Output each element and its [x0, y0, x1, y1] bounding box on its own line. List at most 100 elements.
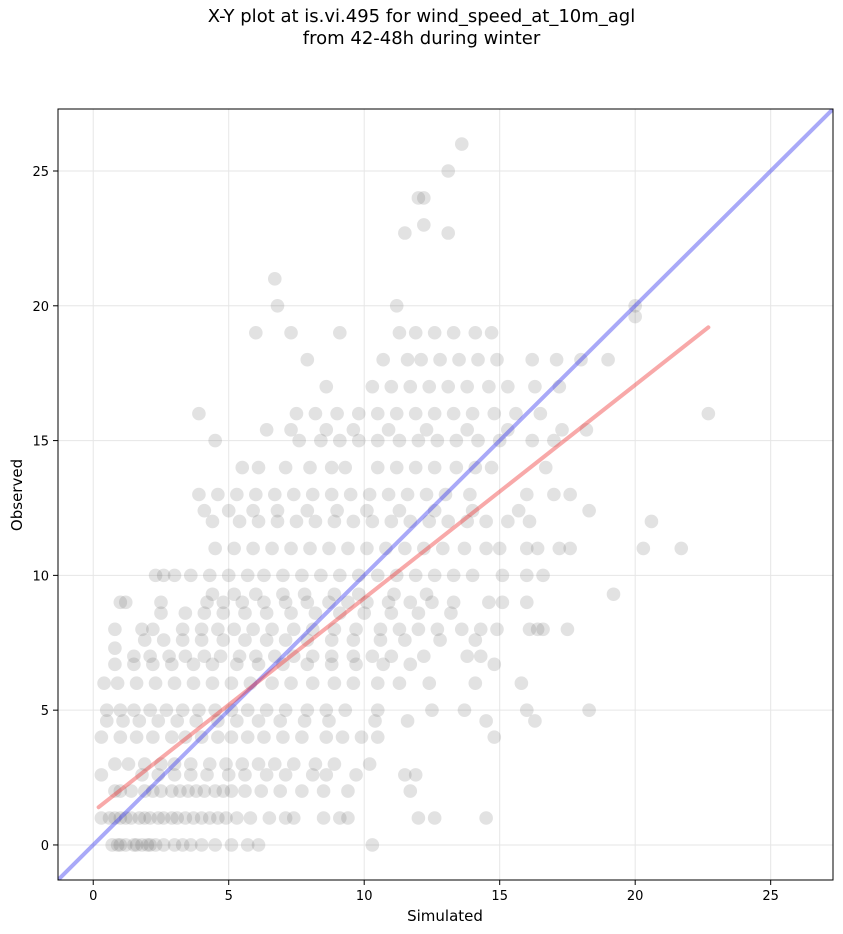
data-point	[259, 768, 274, 782]
data-point	[433, 633, 447, 647]
data-point	[170, 811, 185, 825]
data-point	[186, 676, 201, 691]
data-point	[357, 606, 372, 620]
data-point	[574, 352, 588, 367]
data-point	[449, 433, 464, 448]
data-point	[522, 514, 537, 529]
data-point	[370, 568, 385, 583]
data-point	[227, 587, 241, 602]
data-point	[127, 657, 141, 672]
data-point	[341, 595, 355, 610]
data-point	[422, 676, 437, 691]
regression-line	[96, 325, 711, 810]
data-point	[154, 757, 168, 771]
data-point	[365, 649, 380, 664]
data-point	[411, 606, 426, 620]
data-point	[151, 768, 166, 782]
x-tick-label: 25	[762, 889, 779, 904]
data-point	[471, 433, 485, 448]
data-point	[192, 406, 206, 421]
data-point	[411, 191, 426, 205]
data-point	[113, 730, 128, 744]
data-point	[113, 595, 128, 610]
data-point	[417, 541, 431, 556]
data-point	[273, 784, 288, 798]
data-point	[460, 514, 474, 529]
data-point	[278, 633, 293, 647]
data-point	[373, 633, 388, 647]
data-point	[379, 541, 393, 556]
data-point	[300, 352, 315, 367]
data-point	[446, 325, 461, 340]
data-point	[384, 649, 399, 664]
data-point	[414, 352, 428, 367]
data-point	[601, 352, 615, 367]
y-tick-label: 5	[41, 704, 49, 719]
data-point	[300, 503, 315, 518]
data-point	[235, 757, 250, 771]
data-point	[446, 568, 461, 583]
data-point	[284, 676, 298, 691]
data-point	[460, 649, 474, 664]
data-point	[305, 622, 320, 637]
data-point	[349, 622, 363, 637]
data-point	[251, 514, 266, 529]
data-point	[457, 703, 472, 717]
data-point	[94, 768, 109, 782]
data-point	[501, 379, 515, 394]
data-point	[270, 514, 285, 529]
data-point	[167, 768, 182, 782]
data-point	[341, 541, 355, 556]
data-point	[259, 703, 274, 717]
data-point	[303, 460, 317, 475]
data-point	[99, 714, 114, 728]
data-point	[183, 757, 198, 771]
data-point	[137, 757, 152, 771]
data-point	[333, 325, 347, 340]
data-point	[449, 460, 464, 475]
data-point	[240, 568, 255, 583]
data-point	[314, 433, 328, 448]
data-point	[137, 784, 152, 798]
data-point	[135, 838, 149, 852]
data-point	[549, 352, 564, 367]
data-point	[427, 460, 442, 475]
data-point	[113, 784, 128, 798]
data-point	[267, 757, 282, 771]
data-point	[205, 514, 220, 529]
data-point	[243, 811, 258, 825]
data-point	[495, 568, 510, 583]
identity-line	[58, 109, 833, 880]
data-point	[330, 503, 344, 518]
data-point	[257, 730, 271, 744]
data-point	[108, 757, 122, 771]
x-tick-label: 20	[627, 889, 644, 904]
data-point	[257, 568, 271, 583]
data-point	[202, 568, 217, 583]
data-point	[297, 714, 312, 728]
data-point	[398, 541, 412, 556]
data-point	[284, 423, 298, 437]
x-tick-label: 10	[356, 889, 373, 904]
data-point	[249, 587, 263, 602]
y-tick-label: 25	[32, 165, 49, 180]
data-point	[322, 714, 336, 728]
data-point	[327, 622, 342, 637]
data-point	[240, 703, 255, 717]
data-point	[284, 541, 298, 556]
scatter-points	[94, 137, 716, 852]
data-point	[156, 568, 171, 583]
data-point	[113, 703, 128, 717]
data-point	[427, 325, 442, 340]
data-point	[143, 649, 157, 664]
data-point	[490, 352, 504, 367]
data-point	[221, 503, 236, 518]
data-point	[370, 703, 385, 717]
data-point	[319, 768, 334, 782]
x-tick-label: 15	[491, 889, 508, 904]
data-point	[173, 784, 187, 798]
data-point	[343, 487, 358, 502]
data-point	[265, 676, 279, 691]
data-point	[430, 433, 445, 448]
